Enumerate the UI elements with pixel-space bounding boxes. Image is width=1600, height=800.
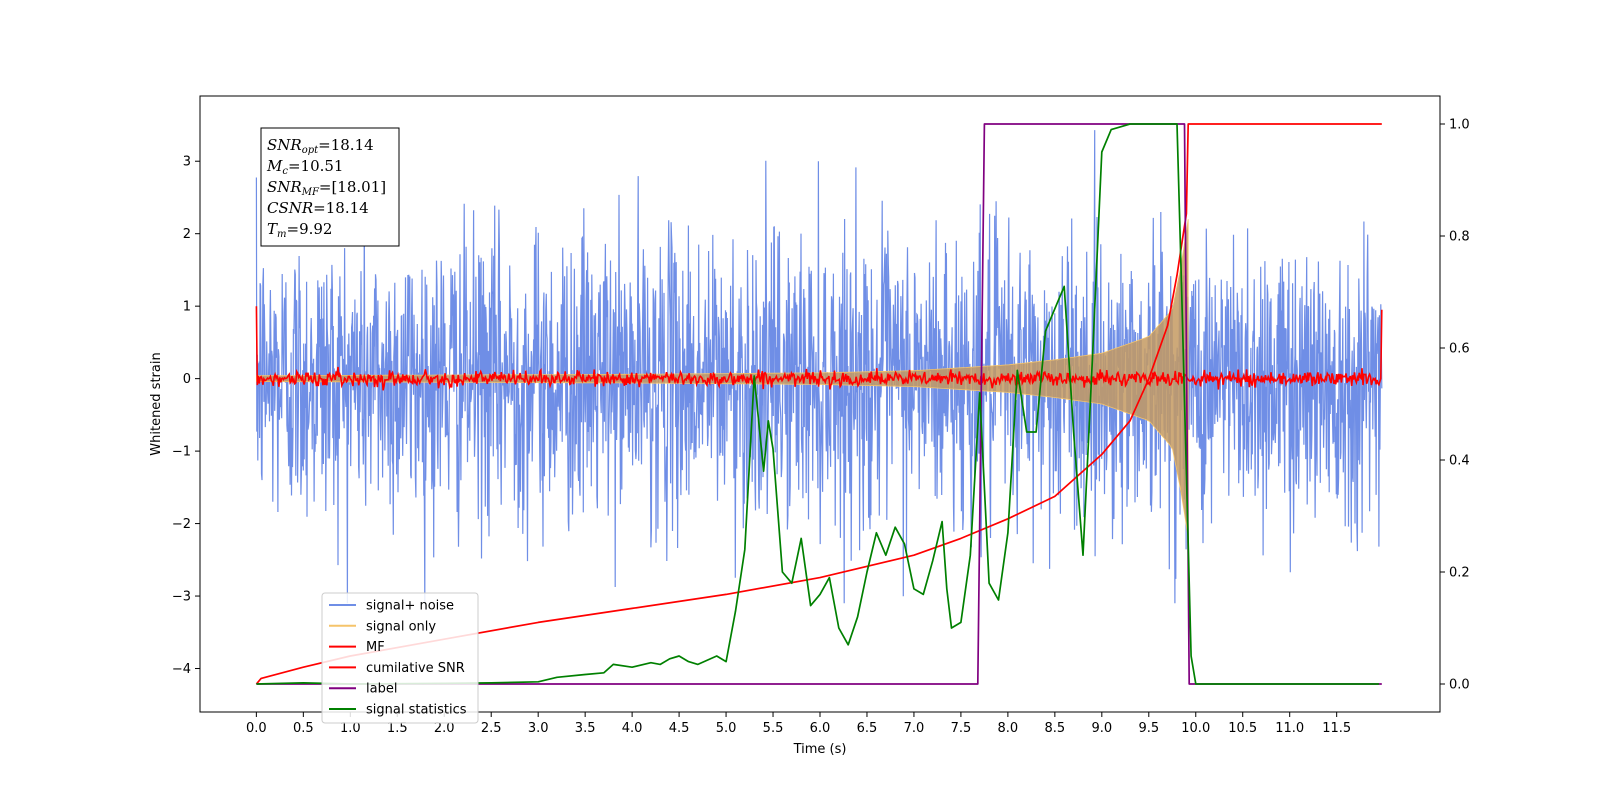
legend-entry: label xyxy=(366,682,397,697)
legend-entry: cumilative SNR xyxy=(366,661,465,676)
x-tick-label: 11.5 xyxy=(1322,721,1351,736)
y-tick-label: −4 xyxy=(172,662,191,677)
legend: signal+ noise signal only MF cumilative SNR… xyxy=(321,592,479,724)
x-tick-label: 10.0 xyxy=(1181,721,1210,736)
x-tick-label: 2.0 xyxy=(434,721,455,736)
legend-entry: MF xyxy=(366,640,385,655)
y-tick-label: 0 xyxy=(183,372,191,387)
annotation-line: Tm=9.92 xyxy=(267,220,332,240)
x-tick-label: 3.0 xyxy=(528,721,549,736)
series-signal-noise xyxy=(255,130,1383,604)
annotation-line: SNRopt=18.14 xyxy=(267,136,374,156)
series-signal-statistics xyxy=(256,123,1379,685)
annotation-frame xyxy=(260,127,400,247)
y2-tick-label: 0.0 xyxy=(1449,678,1470,693)
annotation-line: Mc=10.51 xyxy=(266,157,343,177)
x-tick-label: 7.5 xyxy=(951,721,972,736)
y-tick-label: 2 xyxy=(183,227,191,242)
x-tick-label: 2.5 xyxy=(481,721,502,736)
x-tick-label: 1.5 xyxy=(387,721,408,736)
x-tick-label: 8.5 xyxy=(1045,721,1066,736)
x-tick-label: 9.5 xyxy=(1138,721,1159,736)
y2-tick-label: 1.0 xyxy=(1449,118,1470,133)
x-tick-label: 5.5 xyxy=(763,721,784,736)
x-tick-label: 10.5 xyxy=(1228,721,1257,736)
x-tick-label: 6.0 xyxy=(810,721,831,736)
x-tick-label: 8.0 xyxy=(998,721,1019,736)
y-axis: 3 2 1 0 −1 −2 −3 −4 xyxy=(172,155,200,677)
stats-annotation: SNRopt=18.14Mc=10.51SNRMF=[18.01]CSNR=18… xyxy=(260,127,400,247)
x-tick-label: 0.0 xyxy=(246,721,267,736)
x-tick-label: 4.5 xyxy=(669,721,690,736)
x-tick-label: 7.0 xyxy=(904,721,925,736)
legend-frame xyxy=(321,592,479,724)
x-tick-label: 1.0 xyxy=(340,721,361,736)
y-tick-label: −3 xyxy=(172,590,191,605)
annotation-line: SNRMF=[18.01] xyxy=(267,178,386,198)
x-tick-label: 5.0 xyxy=(716,721,737,736)
x-tick-label: 11.0 xyxy=(1275,721,1304,736)
x-tick-label: 3.5 xyxy=(575,721,596,736)
legend-entry: signal statistics xyxy=(366,703,467,718)
x-axis: 0.0 0.5 1.0 1.5 2.0 2.5 3.0 3.5 4.0 4.5 5.0 5.5 6.0 6… xyxy=(246,712,1351,736)
x-tick-label: 4.0 xyxy=(622,721,643,736)
y2-axis: 1.0 0.8 0.6 0.4 0.2 0.0 xyxy=(1440,118,1470,693)
annotation-line: CSNR=18.14 xyxy=(267,199,369,217)
x-axis-label: Time (s) xyxy=(793,742,847,757)
x-tick-label: 9.0 xyxy=(1091,721,1112,736)
x-tick-label: 0.5 xyxy=(293,721,314,736)
y2-tick-label: 0.4 xyxy=(1449,454,1470,469)
series-mf xyxy=(255,306,1383,391)
y-tick-label: −1 xyxy=(172,445,191,460)
y-tick-label: −2 xyxy=(172,517,191,532)
y-tick-label: 1 xyxy=(183,300,191,315)
x-tick-label: 6.5 xyxy=(857,721,878,736)
legend-entry: signal only xyxy=(366,619,436,634)
legend-entry: signal+ noise xyxy=(366,599,454,614)
y-axis-label: Whitened strain xyxy=(149,352,164,455)
y-tick-label: 3 xyxy=(183,155,191,170)
y2-tick-label: 0.8 xyxy=(1449,230,1470,245)
y2-tick-label: 0.2 xyxy=(1449,566,1470,581)
y2-tick-label: 0.6 xyxy=(1449,342,1470,357)
